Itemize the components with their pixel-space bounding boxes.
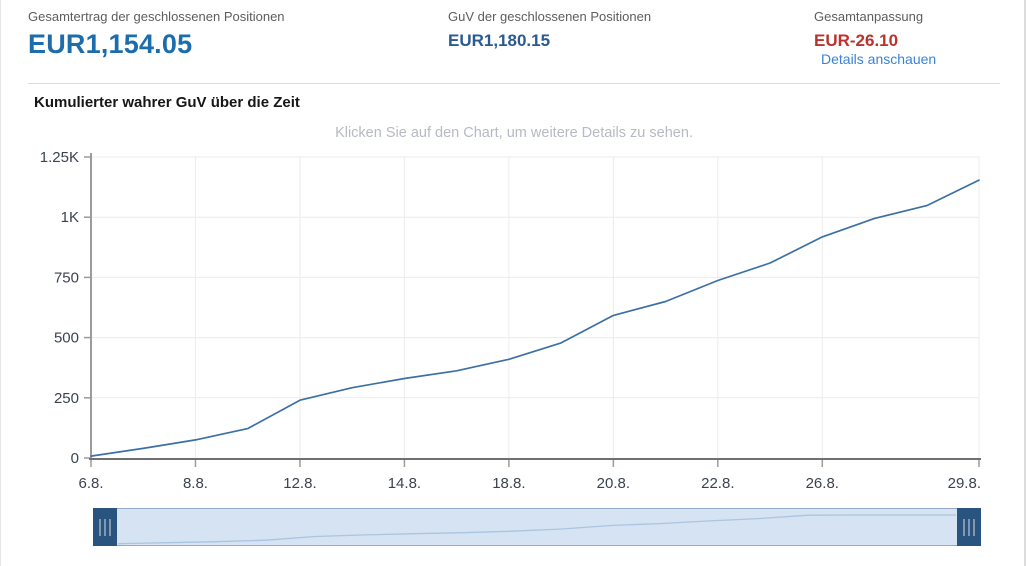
stat-total-return: Gesamtertrag der geschlossenen Positione… (28, 8, 285, 60)
x-axis-tick-label: 6.8. (78, 475, 103, 492)
chart-hint: Klicken Sie auf den Chart, um weitere De… (335, 125, 693, 141)
grip-lines-icon (968, 518, 970, 536)
y-axis-tick-label: 500 (54, 330, 79, 347)
y-axis-tick-label: 750 (54, 269, 79, 286)
grip-lines-icon (963, 518, 965, 536)
datazoom-right-handle[interactable] (957, 508, 981, 546)
datazoom-left-handle[interactable] (93, 508, 117, 546)
x-axis-tick-label: 26.8. (806, 475, 839, 492)
x-axis-tick-label: 12.8. (283, 475, 316, 492)
details-link[interactable]: Details anschauen (821, 51, 937, 67)
stat-closed-pnl: GuV der geschlossenen Positionen EUR1,18… (448, 8, 651, 51)
datazoom-minimap (117, 514, 956, 545)
grip-lines-icon (973, 518, 975, 536)
chart-title: Kumulierter wahrer GuV über die Zeit (34, 94, 300, 111)
stat-total-return-value: EUR1,154.05 (28, 29, 193, 59)
x-axis-tick-label: 18.8. (492, 475, 525, 492)
y-axis-tick-label: 1.25K (40, 149, 79, 166)
grip-lines-icon (104, 518, 106, 536)
stat-closed-pnl-value: EUR1,180.15 (448, 31, 551, 50)
header-divider (28, 83, 1000, 84)
y-axis-tick-label: 250 (54, 390, 79, 407)
y-axis-tick-label: 0 (71, 450, 79, 467)
datazoom-slider[interactable] (93, 508, 981, 546)
y-axis-tick-label: 1K (61, 209, 79, 226)
stat-total-adjustment-label: Gesamtanpassung (814, 9, 924, 24)
x-axis-tick-label: 22.8. (701, 475, 734, 492)
stat-total-return-label: Gesamtertrag der geschlossenen Positione… (28, 9, 285, 24)
x-axis-tick-label: 20.8. (597, 475, 630, 492)
stat-total-adjustment: Gesamtanpassung EUR-26.10 Details anscha… (814, 8, 1024, 69)
minimap-series-line (117, 514, 956, 545)
grip-lines-icon (109, 518, 111, 536)
stat-total-adjustment-value: EUR-26.10 (814, 31, 899, 50)
x-axis-tick-label: 8.8. (183, 475, 208, 492)
x-axis-tick-label: 14.8. (388, 475, 421, 492)
stat-closed-pnl-label: GuV der geschlossenen Positionen (448, 9, 652, 24)
grip-lines-icon (99, 518, 101, 536)
x-axis-tick-label: 29.8. (948, 475, 981, 492)
line-chart[interactable]: 0 250 500 750 1K 1.25K 6.8. 8.8. 12.8. 14.8. 18.8.… (1, 145, 1026, 505)
pnl-series-line (90, 179, 980, 457)
